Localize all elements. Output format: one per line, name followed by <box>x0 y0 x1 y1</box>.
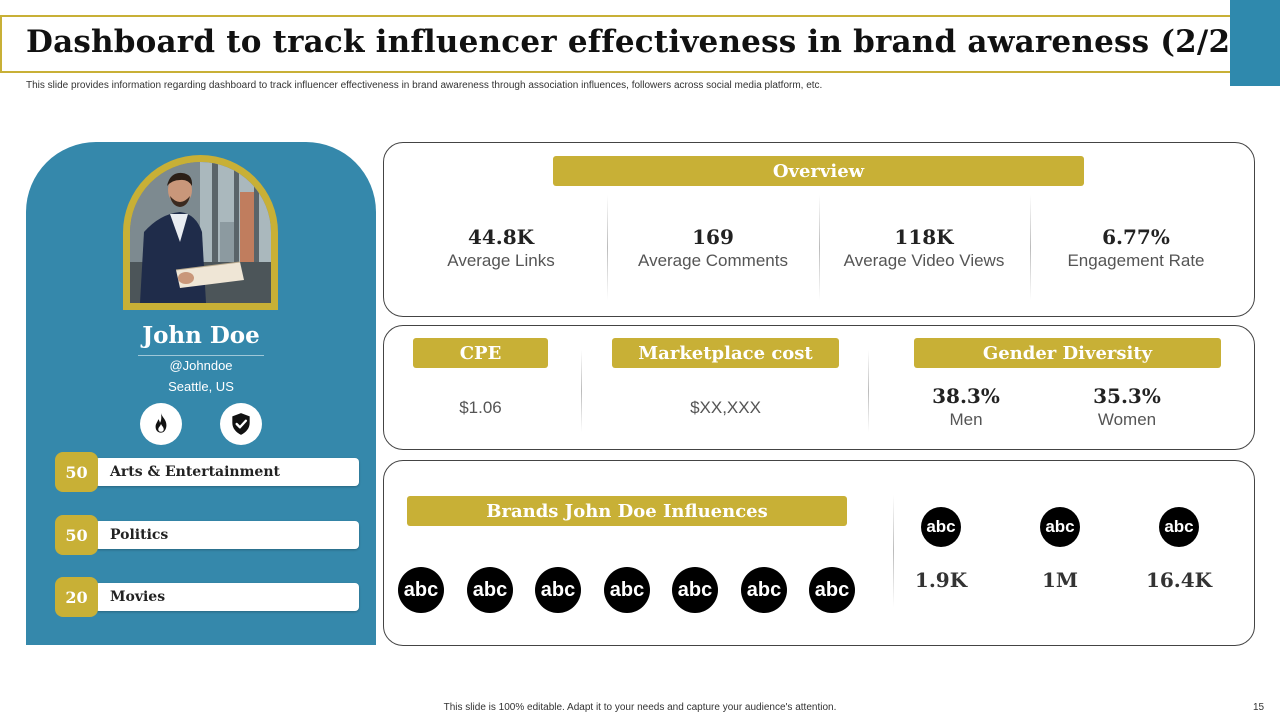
metric-value: 6.77% <box>1102 225 1170 249</box>
gender-women: 35.3% Women <box>1057 384 1197 430</box>
brand-logo: abc <box>741 567 787 613</box>
slide-title: Dashboard to track influencer effectiven… <box>26 24 1246 60</box>
category-count-badge: 20 <box>55 577 98 617</box>
category-count-badge: 50 <box>55 452 98 492</box>
metric-divider <box>1030 195 1031 300</box>
gender-diversity-heading: Gender Diversity <box>914 338 1221 368</box>
gender-men-label: Men <box>949 410 983 429</box>
metric-value: 44.8K <box>467 225 535 249</box>
category-row: Movies 20 <box>55 577 359 617</box>
metric-label: Engagement Rate <box>1067 251 1205 270</box>
metric-value: 118K <box>894 225 954 249</box>
gender-women-label: Women <box>1097 410 1157 429</box>
cost-divider <box>868 350 869 432</box>
profile-photo <box>130 162 271 303</box>
brands-card <box>383 460 1255 646</box>
influencer-name: John Doe <box>142 322 260 349</box>
footer-note: This slide is 100% editable. Adapt it to… <box>443 702 837 713</box>
metric-average-comments: 169 Average Comments <box>608 225 818 271</box>
slide-subtitle: This slide provides information regardin… <box>26 80 823 91</box>
brand-logo: abc <box>809 567 855 613</box>
brand-logo: abc <box>467 567 513 613</box>
category-row: Politics 50 <box>55 515 359 555</box>
category-count-badge: 50 <box>55 515 98 555</box>
cpe-value: $1.06 <box>459 398 502 417</box>
corner-accent-block <box>1230 0 1280 86</box>
category-bar <box>95 583 359 611</box>
brand-stat-logo: abc <box>1040 507 1080 547</box>
businessman-photo-illustration <box>130 162 271 303</box>
gender-men: 38.3% Men <box>896 384 1036 430</box>
brand-stat-value: 16.4K <box>1145 568 1213 592</box>
metric-average-links: 44.8K Average Links <box>396 225 606 271</box>
category-label: Politics <box>110 527 169 543</box>
influencer-location: Seattle, US <box>168 379 234 394</box>
metric-label: Average Links <box>447 251 555 270</box>
brand-stat-logo: abc <box>921 507 961 547</box>
brand-stat-value: 1.9K <box>914 568 968 592</box>
category-row: Arts & Entertainment 50 <box>55 452 359 492</box>
shield-check-icon <box>220 403 262 445</box>
influencer-handle: @Johndoe <box>169 358 233 373</box>
brand-stat-logo: abc <box>1159 507 1199 547</box>
metric-value: 169 <box>692 225 734 249</box>
metric-label: Average Comments <box>638 251 788 270</box>
brand-logo: abc <box>604 567 650 613</box>
brand-stat-value: 1M <box>1041 568 1079 592</box>
marketplace-cost-heading: Marketplace cost <box>612 338 839 368</box>
fire-icon <box>140 403 182 445</box>
page-number: 15 <box>1253 702 1265 713</box>
brand-logo: abc <box>535 567 581 613</box>
gender-women-value: 35.3% <box>1093 384 1161 408</box>
metric-label: Average Video Views <box>843 251 1005 270</box>
overview-heading: Overview <box>553 156 1084 186</box>
category-label: Movies <box>110 589 166 605</box>
brands-heading: Brands John Doe Influences <box>407 496 847 526</box>
brand-logo: abc <box>398 567 444 613</box>
metric-divider <box>607 195 608 300</box>
metric-divider <box>819 195 820 300</box>
gender-men-value: 38.3% <box>932 384 1000 408</box>
metric-average-video-views: 118K Average Video Views <box>819 225 1029 271</box>
category-label: Arts & Entertainment <box>110 464 280 480</box>
metric-engagement-rate: 6.77% Engagement Rate <box>1031 225 1241 271</box>
brands-divider <box>893 495 894 607</box>
brand-logo: abc <box>672 567 718 613</box>
name-divider <box>138 355 264 356</box>
cost-divider <box>581 350 582 432</box>
marketplace-cost-value: $XX,XXX <box>690 398 761 417</box>
cpe-heading: CPE <box>413 338 548 368</box>
category-bar <box>95 458 359 486</box>
category-bar <box>95 521 359 549</box>
